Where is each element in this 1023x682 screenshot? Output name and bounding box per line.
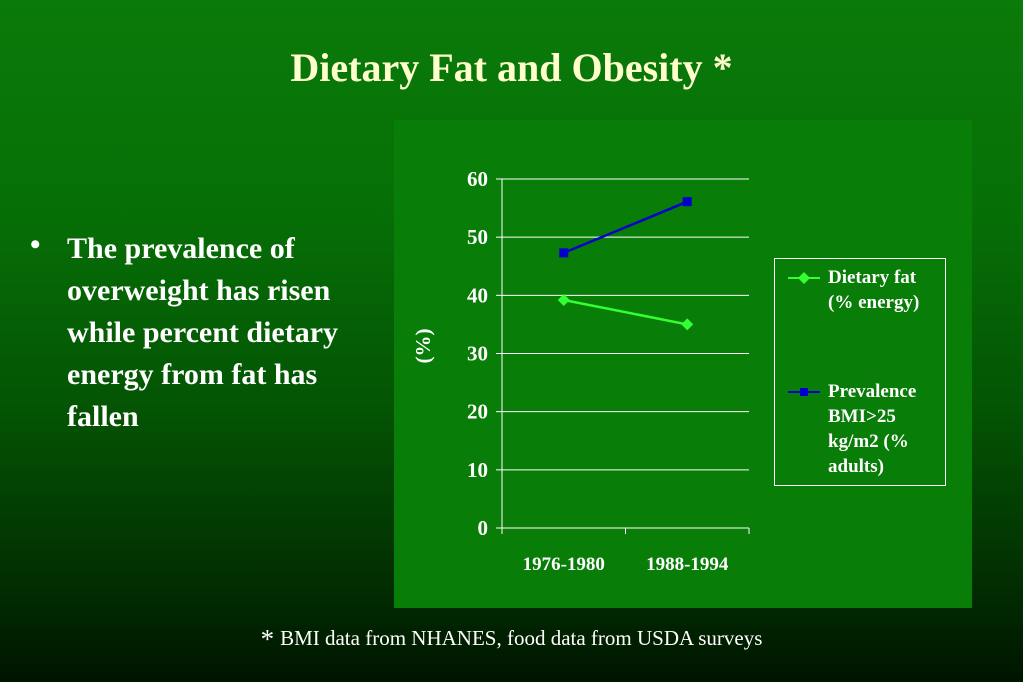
y-tick-label: 30: [467, 342, 488, 366]
data-point-diamond: [557, 293, 570, 306]
bullet-text: The prevalence of overweight has risen w…: [67, 232, 339, 433]
legend-label-line: BMI>25: [828, 406, 896, 427]
legend-label-line: (% energy): [828, 292, 920, 313]
y-tick-label: 40: [467, 283, 488, 307]
data-point-square: [559, 248, 569, 258]
y-tick-label: 10: [467, 458, 488, 482]
data-point-diamond: [681, 318, 694, 331]
bullet-symbol: •: [30, 228, 41, 261]
y-tick-labels: 0 10 20 30 40 50 60: [467, 167, 488, 540]
y-tick-label: 0: [478, 516, 489, 540]
gridlines: [502, 178, 749, 471]
y-axis-label: (%): [411, 329, 435, 364]
diamond-marker-icon: [788, 272, 820, 284]
data-point-square: [682, 197, 692, 207]
y-tick-label: 60: [467, 167, 488, 191]
y-tick-label: 50: [467, 225, 488, 249]
axes: [496, 178, 750, 534]
x-tick-labels: 1976-1980 1988-1994: [523, 554, 729, 575]
line-chart: 0 10 20 30 40 50 60 1976-1980 1988-1994 (%): [411, 167, 750, 575]
x-tick-label: 1988-1994: [646, 554, 729, 575]
legend-label-line: Dietary fat: [828, 267, 917, 288]
legend-label-line: kg/m2 (%: [828, 431, 909, 452]
legend-label-prevalence-bmi: Prevalence BMI>25 kg/m2 (% adults): [828, 379, 946, 479]
series: [557, 197, 694, 331]
legend-label-line: Prevalence: [828, 381, 917, 402]
legend-label-line: adults): [828, 456, 884, 477]
chart-legend: Dietary fat (% energy) Prevalence BMI>25…: [774, 258, 946, 486]
x-tick-label: 1976-1980: [523, 554, 605, 575]
legend-label-dietary-fat: Dietary fat (% energy): [828, 265, 946, 315]
footnote: * BMI data from NHANES, food data from US…: [0, 624, 1023, 655]
series-line-1: [563, 200, 688, 255]
y-tick-label: 20: [467, 400, 488, 424]
footnote-marker: *: [260, 624, 275, 654]
slide-title: Dietary Fat and Obesity *: [290, 45, 733, 90]
footnote-text: BMI data from NHANES, food data from USD…: [280, 626, 763, 650]
series-line-0: [563, 298, 688, 326]
square-marker-icon: [788, 388, 820, 396]
